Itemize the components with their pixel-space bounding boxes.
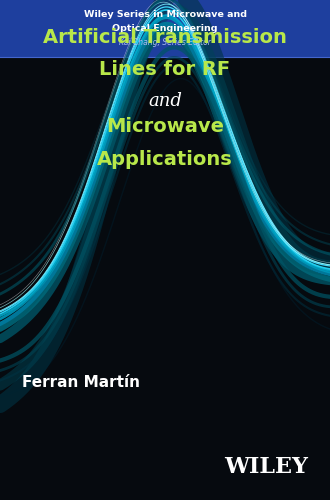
Text: Ferran Martín: Ferran Martín bbox=[22, 375, 140, 390]
Text: Wiley Series in Microwave and: Wiley Series in Microwave and bbox=[83, 10, 247, 19]
Text: Applications: Applications bbox=[97, 150, 233, 169]
Text: Microwave: Microwave bbox=[106, 117, 224, 136]
Text: and: and bbox=[148, 92, 182, 110]
Bar bbox=[0, 0, 330, 57]
Text: Optical Engineering: Optical Engineering bbox=[112, 24, 218, 33]
Text: WILEY: WILEY bbox=[224, 456, 308, 478]
Text: Lines for RF: Lines for RF bbox=[99, 60, 231, 79]
Text: Artificial Transmission: Artificial Transmission bbox=[43, 28, 287, 47]
Text: Kai Chang, Series Editor: Kai Chang, Series Editor bbox=[119, 38, 211, 47]
